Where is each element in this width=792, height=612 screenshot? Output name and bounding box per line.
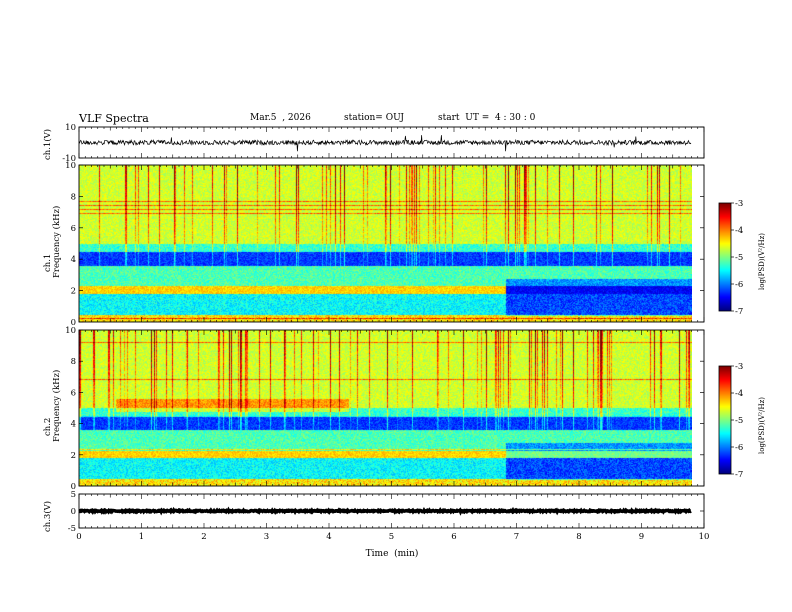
x-tick-label: 8 [576, 532, 581, 542]
panel-3-ytick-label: 8 [71, 357, 76, 367]
panel-3-ytick-label: 0 [71, 482, 76, 492]
ch2-colorbar-tick-label: -3 [735, 362, 743, 372]
panel-2-ytick-label: 8 [71, 192, 76, 202]
x-tick-label: 0 [76, 532, 81, 542]
ch2-colorbar-tick-label: -5 [735, 416, 743, 426]
ch1-waveform-trace [78, 135, 692, 152]
ch2-colorbar-label: log(PSD)(V²/Hz) [758, 397, 766, 454]
panel-2-ytick-label: 6 [71, 224, 76, 234]
panel-4-ytick-label: 5 [71, 490, 76, 500]
x-axis-label: Time (min) [365, 549, 419, 559]
ch2-spectrogram-image [79, 330, 692, 486]
ch1-spectrogram-image [79, 165, 692, 322]
panel-3-ytick-label: 2 [71, 451, 76, 461]
x-tick-label: 2 [201, 532, 206, 542]
ch1-colorbar-label: log(PSD)(V²/Hz) [758, 233, 766, 290]
panel-4-ytick-label: 0 [71, 507, 76, 517]
x-tick-label: 5 [389, 532, 394, 542]
x-tick-label: 6 [451, 532, 456, 542]
ch1-waveform-ylabel: ch.1(V) [43, 128, 53, 160]
x-tick-label: 10 [699, 532, 710, 542]
panel-4-ytick-label: -5 [68, 524, 76, 534]
ch2-spectrogram-ylabel-frequency: Frequency (kHz) [52, 369, 62, 442]
panel-3-ytick-label: 4 [71, 420, 76, 430]
ch3-signal-trace [78, 506, 692, 516]
ch3-signal-ylabel: ch.3(V) [43, 500, 53, 532]
ch1-colorbar-tick-label: -6 [735, 280, 743, 290]
x-tick-label: 4 [326, 532, 331, 542]
ch1-colorbar-tick-label: -3 [735, 199, 743, 209]
x-tick-label: 9 [639, 532, 644, 542]
panel-3-ytick-label: 10 [65, 326, 76, 336]
panel-2-ytick-label: 10 [65, 161, 76, 171]
panel-2-ytick-label: 4 [71, 255, 76, 265]
ch2-colorbar-tick-label: -7 [735, 470, 743, 480]
panel-1-ytick-label: 10 [65, 123, 76, 133]
panel-2-ytick-label: 2 [71, 287, 76, 297]
start-time-label: start UT = 4 : 30 : 0 [438, 113, 536, 123]
ch2-colorbar [719, 366, 731, 474]
ch1-colorbar [719, 203, 731, 311]
panel-1-ytick-label: -10 [62, 154, 76, 164]
panel-2-ytick-label: 0 [71, 318, 76, 328]
ch1-spectrogram-ylabel-frequency: Frequency (kHz) [52, 205, 62, 278]
figure-title: VLF Spectra [79, 112, 149, 125]
ch1-colorbar-tick-label: -7 [735, 307, 743, 317]
ch2-colorbar-tick-label: -6 [735, 443, 743, 453]
x-tick-label: 1 [139, 532, 144, 542]
station-label: station= OUJ [344, 113, 405, 123]
panel-3-ytick-label: 6 [71, 388, 76, 398]
ch1-colorbar-tick-label: -5 [735, 253, 743, 263]
ch1-colorbar-tick-label: -4 [735, 226, 743, 236]
x-tick-label: 7 [514, 532, 519, 542]
x-tick-label: 3 [264, 532, 269, 542]
date-label: Mar.5 , 2026 [250, 113, 311, 123]
ch2-colorbar-tick-label: -4 [735, 389, 743, 399]
